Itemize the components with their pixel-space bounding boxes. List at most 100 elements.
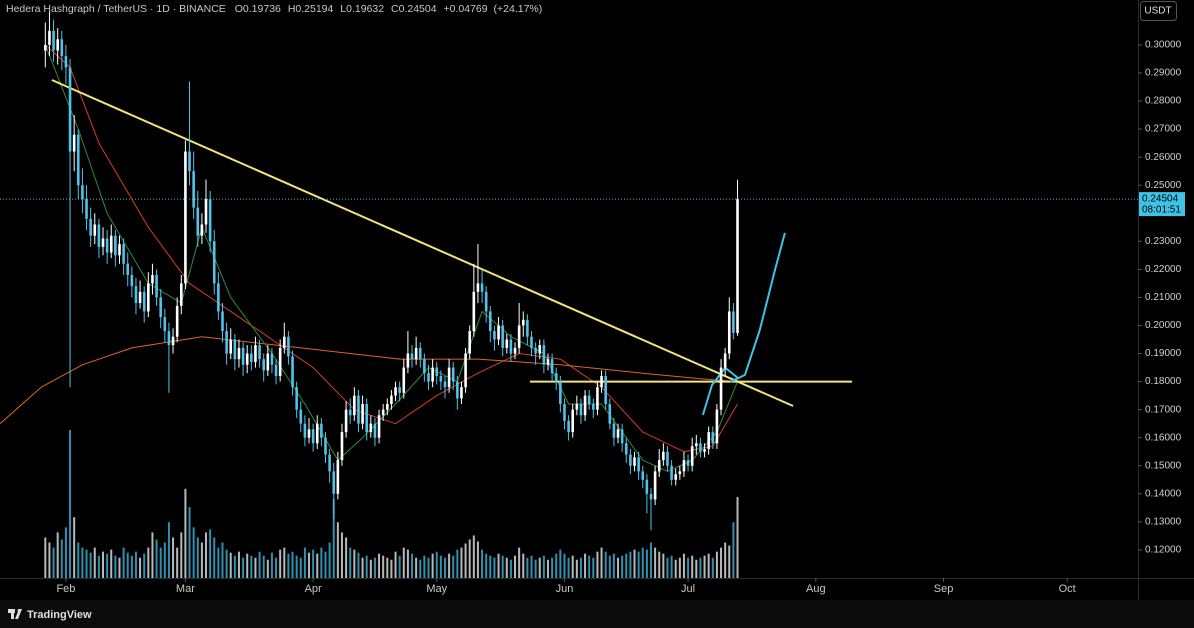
ohlc-value: 0.19632 — [346, 3, 384, 15]
candle-body — [682, 460, 686, 472]
candle-body — [690, 446, 694, 466]
volume-bar — [485, 553, 488, 578]
volume-bar — [93, 547, 96, 578]
y-tick-label: 0.21000 — [1145, 292, 1182, 303]
volume-bar — [604, 551, 607, 578]
volume-bar — [715, 551, 718, 578]
moving-average — [0, 336, 738, 425]
volume-bar — [402, 547, 405, 578]
candle-body — [299, 409, 303, 424]
candle-body — [196, 207, 200, 236]
volume-bar — [464, 543, 467, 578]
candle-body — [559, 381, 562, 405]
candle-body — [398, 387, 401, 393]
candle-body — [361, 404, 364, 424]
volume-bar — [361, 557, 364, 578]
candle-body — [530, 336, 533, 348]
candle-body — [513, 347, 517, 354]
drawing-line — [701, 232, 786, 416]
volume-bar — [237, 551, 240, 578]
candle-body — [208, 199, 212, 242]
candle-body — [505, 339, 509, 348]
candle-body — [241, 347, 245, 365]
volume-bar — [411, 553, 414, 578]
volume-bar — [674, 559, 677, 578]
candle-body — [521, 319, 525, 326]
volume-bar — [320, 547, 323, 578]
volume-bar — [703, 555, 706, 578]
candle-body — [637, 457, 640, 472]
volume-bar — [530, 555, 533, 578]
candle-body — [270, 353, 274, 365]
volume-bar — [122, 547, 125, 578]
ohlc-label: H — [288, 3, 296, 15]
x-tick-label: May — [426, 583, 447, 595]
candle-body — [307, 429, 311, 438]
candle-body — [188, 151, 191, 172]
candle-body — [142, 291, 146, 312]
candle-body — [60, 39, 64, 57]
candle-body — [151, 274, 154, 284]
candle-body — [381, 409, 385, 416]
volume-bar — [448, 553, 451, 578]
y-tick-label: 0.14000 — [1145, 488, 1182, 499]
candle-body — [81, 185, 84, 200]
brand-logo — [8, 609, 22, 619]
candle-body — [501, 325, 504, 348]
candle-body — [93, 224, 97, 236]
volume-bar — [501, 555, 504, 578]
candle-body — [163, 317, 167, 332]
volume-bar — [551, 557, 554, 578]
candle-body — [212, 241, 216, 284]
candle-body — [493, 331, 496, 340]
candle-body — [670, 465, 673, 480]
volume-bar — [431, 553, 434, 578]
candle-body — [52, 30, 55, 51]
brand: TradingView — [27, 609, 92, 621]
volume-bar — [308, 552, 311, 578]
volume-bar — [254, 557, 257, 578]
candle-body — [76, 134, 80, 186]
ohlc-value: 0.25194 — [295, 3, 333, 15]
candle-body — [315, 423, 319, 444]
volume-bar — [373, 557, 376, 578]
candle-body — [303, 423, 307, 438]
volume-bar — [493, 557, 496, 578]
candle-body — [596, 387, 599, 410]
volume-bar — [439, 555, 442, 578]
candle-body — [620, 429, 624, 444]
volume-bar — [542, 555, 545, 578]
candle-body — [649, 493, 653, 500]
candle-body — [348, 409, 352, 416]
currency[interactable]: USDT — [1144, 6, 1171, 17]
volume-bar — [596, 551, 599, 578]
volume-bar — [641, 547, 644, 578]
candle-body — [64, 56, 68, 68]
candle-body — [159, 297, 162, 318]
volume-bar — [114, 555, 117, 578]
volume-bar — [724, 542, 727, 578]
ohlc-value: 0.19736 — [243, 3, 281, 15]
candle-body — [394, 387, 397, 396]
candle-body — [431, 367, 434, 382]
volume-bar — [699, 557, 702, 578]
volume-bar — [353, 549, 356, 578]
volume-bar — [209, 529, 212, 578]
candle-body — [233, 339, 237, 360]
candle-body — [344, 409, 348, 433]
candle-body — [320, 423, 323, 438]
candle-body — [657, 460, 661, 472]
candle-body — [68, 67, 72, 152]
candle-body — [402, 367, 406, 393]
candle-body — [468, 331, 472, 354]
volume-bar — [559, 549, 562, 578]
candle-body — [245, 353, 249, 365]
candle-body — [727, 311, 731, 354]
volume-bar — [102, 551, 105, 578]
volume-bar — [184, 488, 187, 578]
candle-body — [686, 460, 690, 466]
x-tick-label: Aug — [806, 583, 826, 595]
currency-button[interactable] — [1140, 1, 1177, 21]
